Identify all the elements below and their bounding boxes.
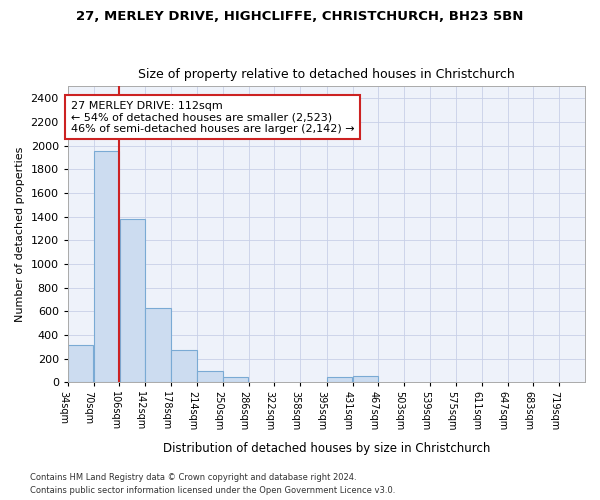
Bar xyxy=(223,377,248,382)
Bar xyxy=(353,376,378,382)
X-axis label: Distribution of detached houses by size in Christchurch: Distribution of detached houses by size … xyxy=(163,442,490,455)
Bar xyxy=(197,371,223,382)
Bar xyxy=(172,350,197,382)
Bar xyxy=(68,345,94,383)
Bar xyxy=(327,376,352,382)
Text: 27, MERLEY DRIVE, HIGHCLIFFE, CHRISTCHURCH, BH23 5BN: 27, MERLEY DRIVE, HIGHCLIFFE, CHRISTCHUR… xyxy=(76,10,524,23)
Bar xyxy=(145,308,171,382)
Bar xyxy=(94,152,119,382)
Text: 27 MERLEY DRIVE: 112sqm
← 54% of detached houses are smaller (2,523)
46% of semi: 27 MERLEY DRIVE: 112sqm ← 54% of detache… xyxy=(71,100,355,134)
Title: Size of property relative to detached houses in Christchurch: Size of property relative to detached ho… xyxy=(138,68,515,81)
Text: Contains HM Land Registry data © Crown copyright and database right 2024.
Contai: Contains HM Land Registry data © Crown c… xyxy=(30,474,395,495)
Bar xyxy=(119,219,145,382)
Y-axis label: Number of detached properties: Number of detached properties xyxy=(15,146,25,322)
